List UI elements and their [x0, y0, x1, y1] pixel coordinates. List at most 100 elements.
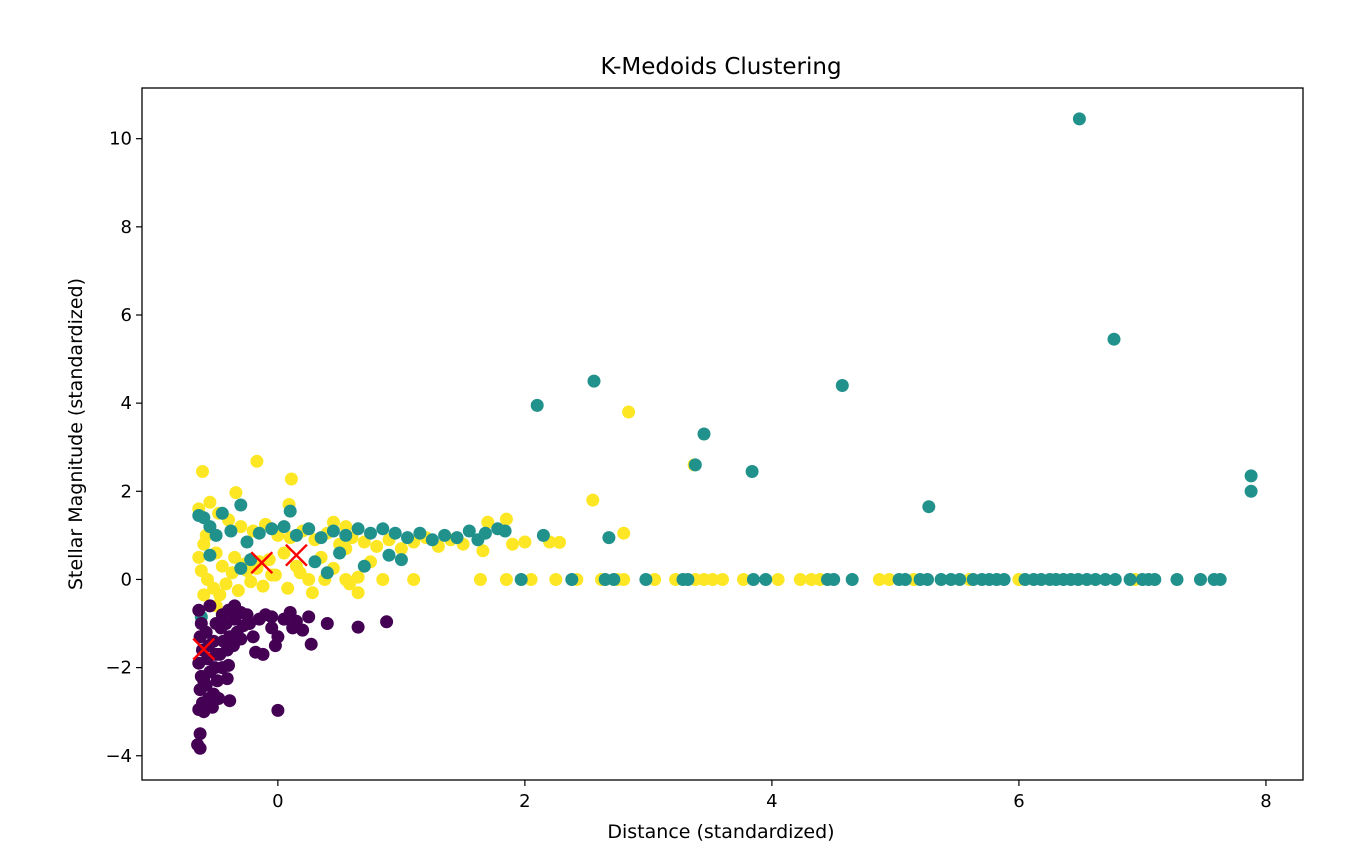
cluster-1-point-23	[425, 533, 439, 547]
cluster-0-point-65	[228, 599, 242, 613]
cluster-1-point-13	[302, 522, 316, 536]
cluster-2-point-33	[228, 550, 242, 564]
cluster-2-point-106	[351, 586, 365, 600]
cluster-1-point-10	[277, 520, 291, 534]
cluster-1-point-58	[639, 573, 653, 586]
cluster-2-point-103	[622, 405, 636, 419]
cluster-1-point-26	[462, 524, 476, 538]
cluster-2-point-89	[716, 573, 729, 586]
cluster-1-point-89	[1108, 573, 1122, 586]
cluster-0-point-33	[220, 672, 234, 686]
cluster-1-point-28	[478, 526, 492, 540]
cluster-1-point-33	[333, 546, 347, 560]
cluster-1-point-46	[697, 427, 711, 441]
cluster-1-point-65	[845, 573, 859, 586]
cluster-2-point-77	[499, 573, 513, 586]
cluster-1-point-51	[1107, 332, 1121, 346]
cluster-1-point-14	[314, 531, 328, 545]
x-tick-label-0: 0	[272, 791, 283, 812]
cluster-1-point-17	[351, 522, 365, 536]
y-tick-label-8: 8	[121, 217, 132, 238]
cluster-0-point-63	[193, 741, 207, 755]
cluster-0-point-21	[210, 674, 224, 688]
cluster-0-point-59	[380, 615, 394, 629]
medoid-marker-2	[285, 543, 308, 567]
cluster-0-point-10	[199, 625, 213, 639]
cluster-1-point-20	[388, 526, 402, 540]
cluster-1-point-38	[203, 548, 217, 562]
cluster-2-point-53	[244, 575, 258, 589]
cluster-2-point-26	[506, 537, 519, 551]
cluster-1-point-47	[745, 465, 759, 478]
x-tick-label-2: 2	[519, 791, 530, 812]
cluster-0-point-64	[203, 599, 217, 613]
y-tick-label-10: 10	[109, 129, 132, 150]
cluster-2-point-96	[882, 573, 896, 586]
cluster-2-point-60	[305, 586, 319, 600]
cluster-1-point-6	[234, 498, 248, 512]
cluster-1-point-88	[1098, 573, 1112, 586]
cluster-2-point-27	[518, 535, 532, 549]
cluster-1-point-97	[1213, 573, 1227, 586]
cluster-1-point-4	[215, 506, 229, 520]
cluster-0-point-40	[234, 632, 248, 646]
cluster-1-point-94	[1170, 573, 1184, 586]
cluster-1-point-43	[587, 374, 601, 388]
cluster-1-point-3	[209, 528, 223, 542]
cluster-1-point-25	[450, 531, 464, 545]
medoid-marker-1	[250, 551, 274, 575]
cluster-2-point-56	[262, 553, 276, 567]
x-axis-ticks: 0 2 4 6 8	[272, 780, 1272, 812]
cluster-1-point-37	[320, 566, 334, 580]
cluster-0-point-32	[222, 658, 235, 672]
cluster-0-point-18	[207, 634, 221, 648]
cluster-1-point-55	[565, 573, 579, 586]
cluster-1-point-24	[438, 528, 452, 542]
y-tick-label--4: −4	[105, 746, 132, 767]
y-tick-label-6: 6	[121, 305, 132, 326]
cluster-2-point-71	[196, 465, 209, 478]
cluster-1-point-9	[265, 522, 279, 536]
cluster-0-point-0	[192, 603, 206, 617]
cluster-2-point-55	[256, 579, 270, 593]
cluster-2-point-78	[524, 573, 538, 586]
cluster-2-point-92	[793, 573, 807, 586]
cluster-1-point-35	[382, 548, 396, 562]
cluster-2-point-88	[706, 573, 720, 586]
cluster-2-point-75	[407, 573, 421, 586]
cluster-1-point-87	[1089, 573, 1102, 586]
cluster-0-point-60	[271, 703, 285, 717]
cluster-1-point-77	[997, 573, 1011, 586]
x-axis-title: Distance (standardized)	[607, 821, 834, 843]
cluster-1-point-62	[759, 573, 773, 586]
cluster-2-point-90	[737, 573, 750, 586]
cluster-1-point-69	[921, 573, 934, 586]
cluster-2-point-76	[473, 573, 487, 586]
y-tick-label-0: 0	[121, 569, 132, 590]
cluster-2-point-67	[197, 588, 211, 602]
cluster-0-point-43	[246, 630, 260, 644]
cluster-1-point-32	[308, 555, 322, 569]
cluster-2-point-107	[376, 573, 390, 586]
cluster-2-point-70	[229, 486, 243, 500]
points-layer	[191, 112, 1258, 755]
cluster-2-point-1	[203, 495, 217, 509]
cluster-2-point-48	[213, 588, 227, 602]
cluster-1-point-53	[1244, 484, 1258, 498]
cluster-2-point-72	[250, 454, 264, 468]
cluster-1-point-90	[1123, 573, 1137, 586]
cluster-2-point-83	[617, 573, 631, 586]
cluster-0-point-42	[243, 617, 256, 630]
medoid-layer	[192, 543, 308, 661]
cluster-1-point-18	[364, 526, 377, 540]
cluster-1-point-12	[289, 528, 303, 542]
cluster-2-point-37	[277, 546, 291, 560]
cluster-0-point-56	[304, 637, 318, 651]
medoid-marker-0	[192, 637, 216, 661]
cluster-0-point-48	[265, 610, 279, 624]
cluster-1-point-31	[536, 528, 550, 542]
y-tick-label-2: 2	[121, 481, 132, 502]
cluster-2-point-29	[553, 535, 566, 549]
cluster-2-point-79	[549, 573, 563, 586]
